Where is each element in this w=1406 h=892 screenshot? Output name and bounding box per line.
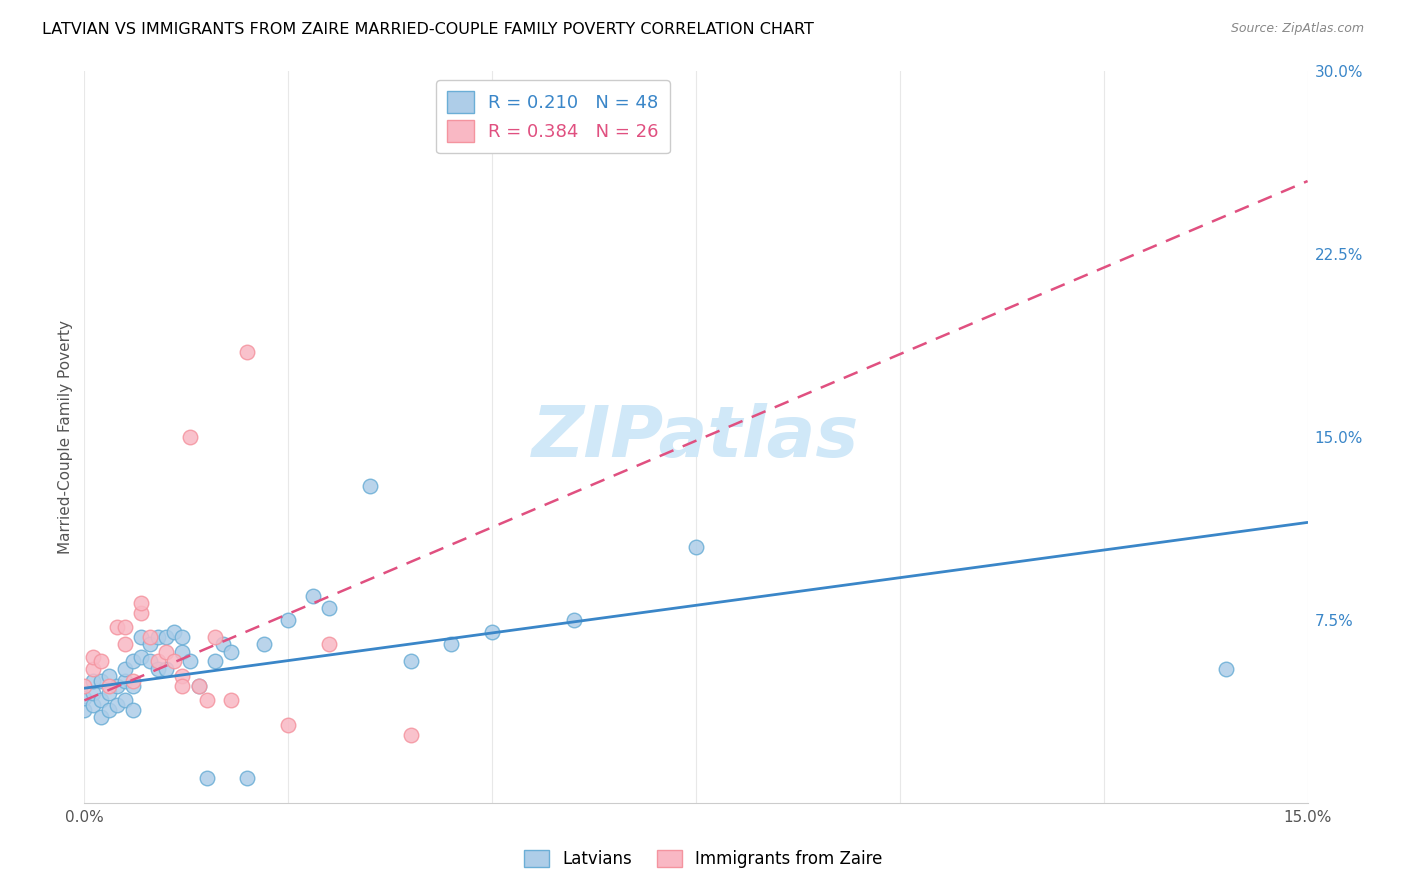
Point — [122, 654, 145, 668]
Point — [138, 637, 160, 651]
Point — [146, 662, 169, 676]
Point — [187, 679, 209, 693]
Point — [163, 625, 186, 640]
Text: Source: ZipAtlas.com: Source: ZipAtlas.com — [1230, 22, 1364, 36]
Point — [90, 654, 112, 668]
Point — [105, 698, 128, 713]
Point — [253, 637, 276, 651]
Point — [172, 630, 194, 644]
Point — [131, 606, 153, 620]
Point — [82, 686, 104, 700]
Point — [105, 620, 128, 634]
Point — [90, 693, 112, 707]
Point — [105, 679, 128, 693]
Point — [212, 637, 235, 651]
Point — [82, 698, 104, 713]
Point — [146, 654, 169, 668]
Point — [131, 649, 153, 664]
Point — [318, 637, 340, 651]
Point — [131, 630, 153, 644]
Point — [73, 703, 96, 717]
Point — [440, 637, 463, 651]
Point — [172, 645, 194, 659]
Point — [97, 669, 120, 683]
Point — [685, 540, 707, 554]
Point — [97, 679, 120, 693]
Point — [82, 649, 104, 664]
Point — [155, 645, 177, 659]
Point — [122, 679, 145, 693]
Point — [73, 690, 96, 705]
Point — [155, 630, 177, 644]
Point — [277, 718, 299, 732]
Point — [195, 693, 218, 707]
Point — [90, 673, 112, 688]
Point — [236, 344, 259, 359]
Point — [204, 654, 226, 668]
Legend: R = 0.210   N = 48, R = 0.384   N = 26: R = 0.210 N = 48, R = 0.384 N = 26 — [436, 80, 669, 153]
Point — [114, 673, 136, 688]
Point — [172, 669, 194, 683]
Point — [179, 654, 201, 668]
Point — [114, 693, 136, 707]
Y-axis label: Married-Couple Family Poverty: Married-Couple Family Poverty — [58, 320, 73, 554]
Point — [179, 430, 201, 444]
Point — [219, 693, 242, 707]
Point — [219, 645, 242, 659]
Point — [122, 703, 145, 717]
Point — [163, 654, 186, 668]
Point — [318, 600, 340, 615]
Text: ZIPatlas: ZIPatlas — [533, 402, 859, 472]
Point — [481, 625, 503, 640]
Point — [146, 630, 169, 644]
Legend: Latvians, Immigrants from Zaire: Latvians, Immigrants from Zaire — [517, 843, 889, 875]
Point — [301, 589, 323, 603]
Point — [236, 772, 259, 786]
Point — [114, 637, 136, 651]
Point — [172, 679, 194, 693]
Point — [155, 662, 177, 676]
Point — [73, 679, 96, 693]
Point — [82, 662, 104, 676]
Point — [187, 679, 209, 693]
Point — [1215, 662, 1237, 676]
Point — [90, 710, 112, 724]
Point — [138, 630, 160, 644]
Point — [122, 673, 145, 688]
Point — [277, 613, 299, 627]
Point — [97, 686, 120, 700]
Point — [97, 703, 120, 717]
Point — [114, 662, 136, 676]
Point — [114, 620, 136, 634]
Point — [399, 654, 422, 668]
Point — [131, 596, 153, 610]
Point — [562, 613, 585, 627]
Point — [399, 727, 422, 741]
Point — [195, 772, 218, 786]
Point — [359, 479, 381, 493]
Point — [138, 654, 160, 668]
Text: LATVIAN VS IMMIGRANTS FROM ZAIRE MARRIED-COUPLE FAMILY POVERTY CORRELATION CHART: LATVIAN VS IMMIGRANTS FROM ZAIRE MARRIED… — [42, 22, 814, 37]
Point — [82, 673, 104, 688]
Point — [204, 630, 226, 644]
